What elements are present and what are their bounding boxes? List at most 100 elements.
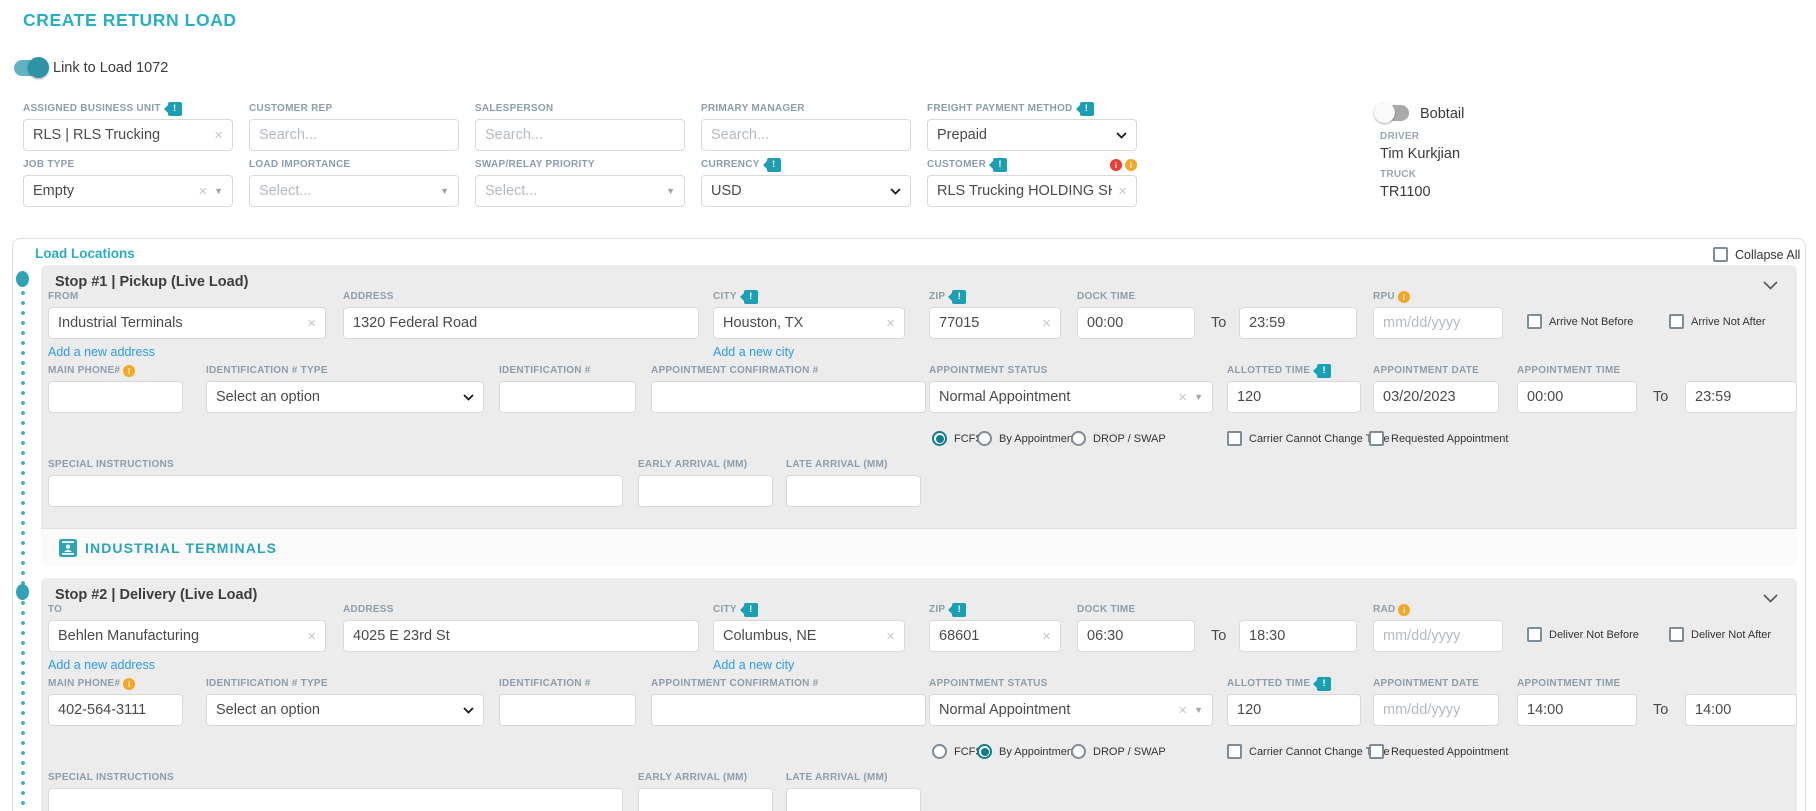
by-appointment-radio[interactable] [977,744,992,759]
appointment-status-select[interactable]: Normal Appointment × ▼ [929,694,1213,726]
add-new-city-link[interactable]: Add a new city [713,658,795,672]
allotted-time-input[interactable]: 120 [1227,381,1361,413]
deliver-not-after-checkbox[interactable] [1669,627,1684,642]
clear-icon[interactable]: × [214,126,223,144]
collapse-all-control: Collapse All [1713,247,1800,262]
link-to-load-toggle[interactable] [14,57,49,78]
rad-date-input[interactable]: mm/dd/yyyy [1373,620,1503,652]
requested-appointment-checkbox[interactable] [1369,431,1384,446]
dock-time-from-input[interactable]: 00:00 [1077,307,1195,339]
job-type-select[interactable]: Empty × ▼ [23,175,233,207]
city-input[interactable]: Houston, TX × [713,307,905,339]
field-label: IDENTIFICATION # [499,678,591,689]
add-new-address-link[interactable]: Add a new address [48,345,156,359]
stop-2-title: Stop #2 | Delivery (Live Load) [55,587,258,603]
fcfs-radio[interactable] [932,431,947,446]
caret-down-icon[interactable]: ▼ [214,186,223,196]
rpu-date-input[interactable]: mm/dd/yyyy [1373,307,1503,339]
salesperson-input[interactable]: Search... [475,119,685,151]
caret-down-icon[interactable]: ▼ [440,186,449,196]
drop-swap-radio[interactable] [1071,744,1086,759]
main-phone-input[interactable] [48,381,183,413]
load-importance-select[interactable]: Select... ▼ [249,175,459,207]
identification-type-select[interactable]: Select an option [206,381,484,413]
bobtail-toggle[interactable] [1374,102,1409,123]
carrier-cannot-change-checkbox[interactable] [1227,431,1242,446]
clear-icon[interactable]: × [307,314,316,332]
appointment-confirmation-field: APPOINTMENT CONFIRMATION # [651,677,926,726]
fcfs-radio[interactable] [932,744,947,759]
clear-icon[interactable]: × [1042,627,1051,645]
customer-input[interactable]: RLS Trucking HOLDING SHIP× [927,175,1137,207]
identification-type-select[interactable]: Select an option [206,694,484,726]
clear-icon[interactable]: × [886,627,895,645]
freight-payment-method-select[interactable]: Prepaid [927,119,1137,151]
arrive-not-before-checkbox[interactable] [1527,314,1542,329]
carrier-cannot-change-checkbox[interactable] [1227,744,1242,759]
add-new-address-link[interactable]: Add a new address [48,658,156,672]
zip-input[interactable]: 68601 × [929,620,1061,652]
caret-down-icon[interactable]: ▼ [1194,392,1203,402]
early-arrival-input[interactable] [638,788,773,811]
requested-appointment-control: Requested Appointment [1369,431,1508,446]
drop-swap-radio[interactable] [1071,431,1086,446]
requested-appointment-checkbox[interactable] [1369,744,1384,759]
appointment-time-to-input[interactable]: 23:59 [1685,381,1797,413]
address-input[interactable]: 1320 Federal Road [343,307,699,339]
appointment-time-to-input[interactable]: 14:00 [1685,694,1797,726]
zip-input[interactable]: 77015 × [929,307,1061,339]
appointment-time-from-input[interactable]: 14:00 [1517,694,1637,726]
by-appointment-radio[interactable] [977,431,992,446]
currency-field: CURRENCY! USD [701,157,911,207]
info-icon: i [1397,290,1410,303]
address-input[interactable]: 4025 E 23rd St [343,620,699,652]
assigned-business-unit-input[interactable]: RLS | RLS Trucking × [23,119,233,151]
late-arrival-input[interactable] [786,475,921,507]
main-phone-input[interactable]: 402-564-3111 [48,694,183,726]
appointment-date-input[interactable]: mm/dd/yyyy [1373,694,1499,726]
appointment-status-select[interactable]: Normal Appointment × ▼ [929,381,1213,413]
primary-manager-input[interactable]: Search... [701,119,911,151]
deliver-not-before-checkbox[interactable] [1527,627,1542,642]
stop-2-card: Stop #2 | Delivery (Live Load) TO Behlen… [41,578,1797,811]
late-arrival-input[interactable] [786,788,921,811]
clear-icon[interactable]: × [1178,701,1188,719]
dock-time-to-input[interactable]: 18:30 [1239,620,1357,652]
clear-icon[interactable]: × [1178,388,1188,406]
identification-input[interactable] [499,381,636,413]
collapse-all-checkbox[interactable] [1713,247,1728,262]
allotted-time-input[interactable]: 120 [1227,694,1361,726]
clear-icon[interactable]: × [307,627,316,645]
customer-rep-input[interactable]: Search... [249,119,459,151]
caret-down-icon[interactable]: ▼ [666,186,675,196]
early-arrival-input[interactable] [638,475,773,507]
clear-icon[interactable]: × [1042,314,1051,332]
special-instructions-input[interactable] [48,475,623,507]
rpu-date-field: RPU i mm/dd/yyyy [1373,290,1503,339]
identification-input[interactable] [499,694,636,726]
to-input[interactable]: Behlen Manufacturing × [48,620,326,652]
collapse-stop-icon[interactable] [1763,590,1778,608]
appointment-time-from-field: APPOINTMENT TIME 14:00 [1517,677,1637,726]
arrive-not-after-checkbox[interactable] [1669,314,1684,329]
dock-time-from-input[interactable]: 06:30 [1077,620,1195,652]
clear-icon[interactable]: × [886,314,895,332]
dock-time-to-input[interactable]: 23:59 [1239,307,1357,339]
special-instructions-input[interactable] [48,788,623,811]
from-input[interactable]: Industrial Terminals × [48,307,326,339]
clear-icon[interactable]: × [1118,182,1127,200]
city-input[interactable]: Columbus, NE × [713,620,905,652]
add-new-city-link[interactable]: Add a new city [713,345,795,359]
collapse-stop-icon[interactable] [1763,277,1778,295]
appointment-date-input[interactable]: 03/20/2023 [1373,381,1499,413]
caret-down-icon[interactable]: ▼ [1194,705,1203,715]
clear-icon[interactable]: × [198,182,208,200]
appointment-time-from-input[interactable]: 00:00 [1517,381,1637,413]
swap-relay-priority-select[interactable]: Select... ▼ [475,175,685,207]
field-label: APPOINTMENT STATUS [929,678,1048,689]
currency-select[interactable]: USD [701,175,911,207]
appointment-confirmation-input[interactable] [651,381,926,413]
late-arrival-field: LATE ARRIVAL (MM) [786,458,921,507]
appointment-confirmation-input[interactable] [651,694,926,726]
chevron-down-icon [1116,127,1127,143]
